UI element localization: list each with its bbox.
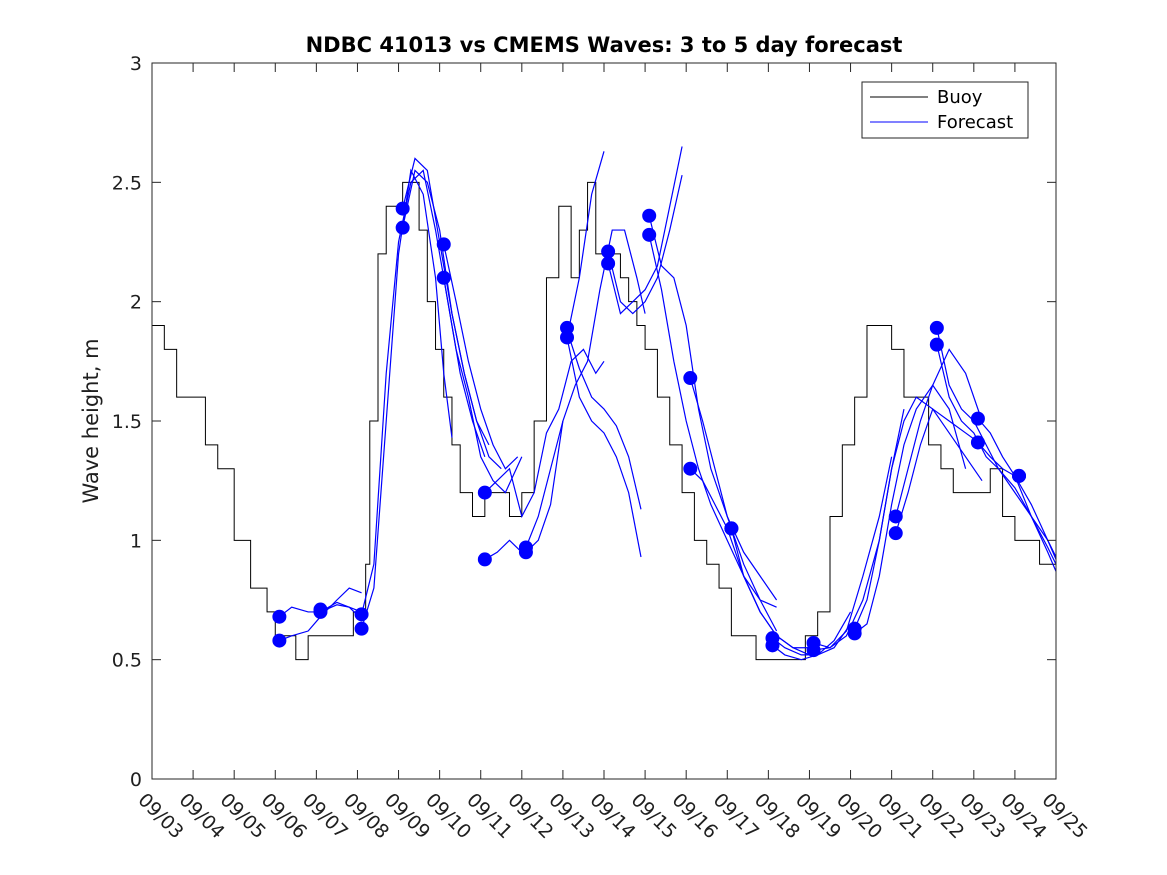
y-tick-label: 2.5 — [112, 172, 142, 194]
forecast-marker — [477, 552, 492, 567]
forecast-marker — [518, 545, 533, 560]
forecast-marker — [395, 201, 410, 216]
forecast-marker — [601, 256, 616, 271]
forecast-marker — [888, 509, 903, 524]
forecast-marker — [560, 330, 575, 345]
legend-forecast-label: Forecast — [937, 112, 1013, 133]
forecast-line — [772, 611, 852, 661]
forecast-line — [607, 146, 683, 315]
forecast-marker — [765, 638, 780, 653]
forecast-marker — [477, 485, 492, 500]
y-tick-label: 0 — [130, 769, 142, 791]
legend: Buoy Forecast — [861, 81, 1029, 139]
forecast-line — [566, 330, 642, 510]
forecast-line — [854, 396, 983, 629]
forecast-line — [484, 539, 523, 560]
forecast-line — [689, 377, 778, 632]
y-tick-label: 1 — [130, 530, 142, 552]
forecast-marker — [601, 244, 616, 259]
y-tick-label: 0.5 — [112, 650, 142, 672]
buoy-line — [152, 181, 1056, 661]
forecast-marker — [436, 237, 451, 252]
forecast-markers — [272, 201, 1027, 658]
forecast-marker — [970, 411, 985, 426]
forecast-line — [525, 229, 646, 548]
forecast-marker — [929, 337, 944, 352]
y-tick-label: 1.5 — [112, 411, 142, 433]
forecast-line — [607, 175, 683, 315]
forecast-line — [360, 169, 486, 615]
forecast-line — [443, 277, 523, 494]
forecast-line — [730, 528, 810, 656]
forecast-line — [402, 157, 502, 470]
forecast-marker — [272, 633, 287, 648]
forecast-marker — [888, 526, 903, 541]
forecast-line — [813, 456, 893, 651]
forecast-line — [566, 337, 642, 558]
forecast-marker — [847, 626, 862, 641]
forecast-line — [566, 151, 605, 338]
forecast-marker — [683, 371, 698, 386]
forecast-line — [648, 234, 777, 608]
forecast-marker — [683, 461, 698, 476]
forecast-marker — [272, 609, 287, 624]
forecast-marker — [642, 227, 657, 242]
y-tick-label: 2 — [130, 292, 142, 314]
y-axis-label: Wave height, m — [79, 338, 103, 503]
forecast-marker — [642, 208, 657, 223]
forecast-marker — [929, 320, 944, 335]
forecast-marker — [436, 270, 451, 285]
y-tick-label: 3 — [130, 53, 142, 75]
forecast-line — [895, 348, 983, 517]
legend-box — [861, 81, 1029, 139]
forecast-marker — [354, 621, 369, 636]
chart-title: NDBC 41013 vs CMEMS Waves: 3 to 5 day fo… — [306, 33, 903, 57]
forecast-line — [854, 384, 967, 634]
forecast-marker — [395, 220, 410, 235]
forecast-marker — [806, 643, 821, 658]
forecast-line — [484, 348, 605, 519]
forecast-line — [895, 408, 983, 534]
forecast-marker — [354, 607, 369, 622]
forecast-line — [936, 327, 1056, 565]
legend-buoy-label: Buoy — [937, 87, 983, 108]
forecast-line — [443, 244, 519, 470]
y-axis: 0 0.5 1 1.5 2 2.5 3 — [112, 53, 1056, 791]
forecast-marker — [970, 435, 985, 450]
forecast-marker — [313, 604, 328, 619]
forecast-line — [936, 344, 1056, 572]
forecast-line — [648, 215, 778, 601]
forecast-marker — [724, 521, 739, 536]
forecast-marker — [1012, 468, 1027, 483]
forecast-line — [360, 168, 453, 629]
buoy-series — [152, 181, 1056, 661]
